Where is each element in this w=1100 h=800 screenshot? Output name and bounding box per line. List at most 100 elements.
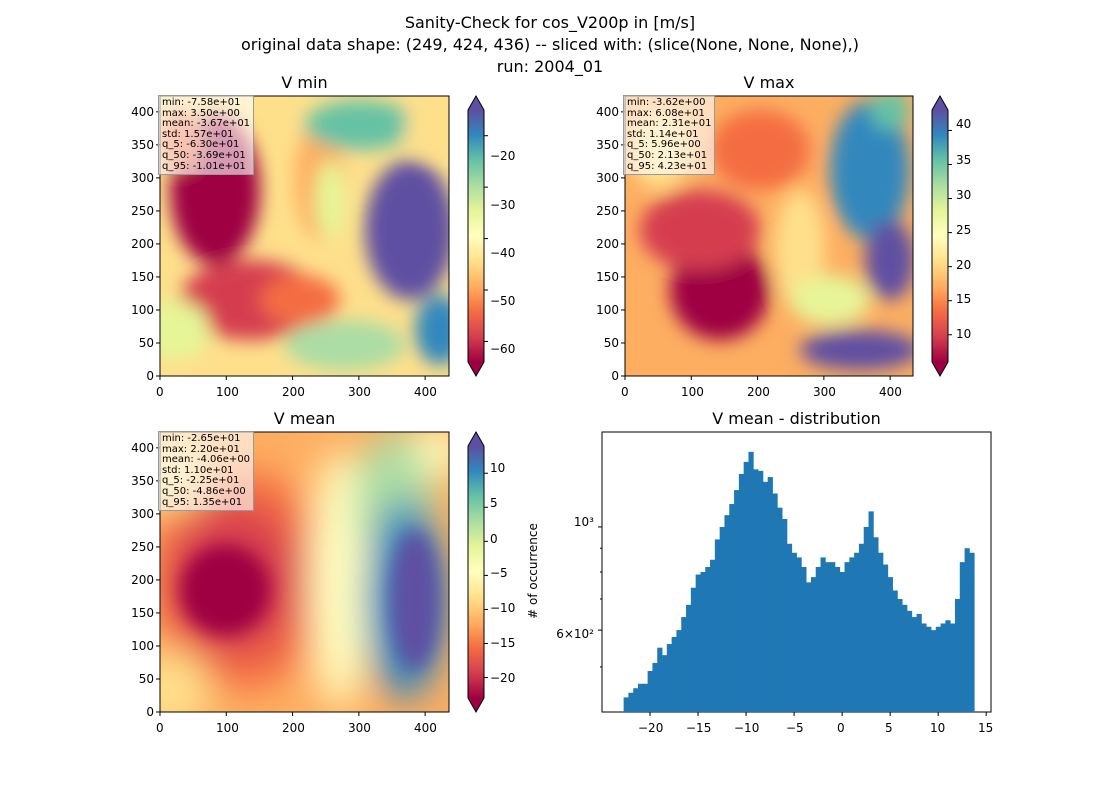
- hist-bar: [662, 655, 668, 712]
- hist-bar: [801, 567, 807, 712]
- colorbar-tick-label: −10: [490, 601, 516, 615]
- x-tick-label: 100: [216, 721, 239, 735]
- hist-bar: [954, 598, 961, 712]
- y-tick-label: 200: [131, 237, 154, 251]
- vmin-colorbar: [467, 94, 485, 378]
- vmean-axes-frame: [159, 431, 450, 713]
- stat-line: max: 2.20e+01: [162, 443, 240, 455]
- hist-bar: [878, 552, 884, 712]
- colorbar-tick-label: −20: [490, 149, 516, 163]
- hist-bar: [815, 567, 821, 712]
- stat-line: q_95: -1.01e+01: [162, 160, 246, 172]
- colorbar-tick-label: −15: [490, 636, 516, 650]
- stat-line: q_50: -3.69e+01: [162, 149, 246, 161]
- stat-line: mean: -4.06e+00: [162, 454, 251, 466]
- hist-bar: [738, 473, 745, 712]
- y-tick-label: 250: [131, 540, 154, 554]
- stat-line: min: -3.62e+00: [627, 97, 706, 108]
- hist-bar: [705, 567, 711, 712]
- colorbar-tick-label: −40: [490, 246, 516, 260]
- y-tick-label: 150: [131, 606, 154, 620]
- stat-line: min: -7.58e+01: [162, 97, 241, 108]
- colorbar-tick-label: 25: [956, 223, 972, 237]
- x-tick-label: −10: [734, 721, 760, 735]
- stat-line: q_95: 1.35e+01: [162, 496, 243, 508]
- y-tick-label: 300: [131, 171, 154, 185]
- hist-bar: [820, 557, 826, 712]
- hist-bar: [734, 490, 740, 712]
- stat-line: std: 1.57e+01: [162, 128, 234, 140]
- y-tick-label: 350: [596, 138, 619, 152]
- y-tick-label: 0: [146, 369, 154, 383]
- x-tick-label: 400: [879, 385, 902, 399]
- x-tick-label: 5: [885, 721, 893, 735]
- hist-bar: [681, 617, 687, 712]
- hist-bar: [647, 671, 653, 712]
- hist-bar: [714, 539, 721, 712]
- hist-bar: [868, 511, 874, 712]
- hist-bar: [700, 572, 706, 712]
- stat-line: q_5: -6.30e+01: [162, 139, 240, 151]
- y-tick-label: 350: [131, 138, 154, 152]
- hist-bar: [671, 636, 677, 712]
- hist-bar: [945, 620, 951, 712]
- vmean-title: V mean: [273, 409, 336, 428]
- hist-bar: [710, 559, 716, 712]
- y-tick-label: 0: [611, 369, 619, 383]
- y-tick-label: 200: [596, 237, 619, 251]
- colorbar-tick-label: 10: [956, 327, 972, 341]
- hist-bar: [950, 623, 956, 712]
- vmax-title: V max: [743, 73, 795, 92]
- hist-bar: [786, 543, 793, 712]
- vmin-title: V min: [281, 73, 328, 92]
- y-tick-label: 250: [131, 204, 154, 218]
- hist-bar: [762, 481, 769, 712]
- hist-bar: [839, 572, 845, 712]
- hist-bar: [767, 477, 773, 712]
- hist-bar: [926, 626, 932, 712]
- y-tick-label: 300: [131, 507, 154, 521]
- y-tick-label: 300: [596, 171, 619, 185]
- hist-bar: [897, 598, 903, 712]
- y-tick-label: 400: [131, 441, 154, 455]
- y-tick-label: 50: [138, 672, 154, 686]
- hist-bar: [892, 590, 898, 712]
- x-tick-label: 100: [681, 385, 704, 399]
- vmin-axes-frame: [159, 95, 450, 377]
- y-tick-label: 200: [131, 573, 154, 587]
- hist-bar: [796, 557, 802, 712]
- hist-bar: [791, 552, 797, 712]
- y-tick-label: 250: [596, 204, 619, 218]
- hist-bar: [916, 613, 922, 712]
- colorbar-tick-label: −20: [490, 671, 516, 685]
- figure-title-line2: original data shape: (249, 424, 436) -- …: [241, 35, 859, 54]
- hist-y-tick-label: 10³: [573, 515, 594, 529]
- vmax-colorbar: [931, 94, 949, 378]
- colorbar-tick-label: 0: [490, 532, 498, 546]
- colorbar-tick-label: 40: [956, 117, 972, 131]
- vmin-stats-box: min: -7.58e+01 max: 3.50e+00 mean: -3.67…: [158, 95, 255, 176]
- hist-title: V mean - distribution: [712, 409, 881, 428]
- colorbar-tick-label: 10: [490, 461, 506, 475]
- x-tick-label: 10: [930, 721, 946, 735]
- x-tick-label: 100: [216, 385, 239, 399]
- hist-bar: [921, 623, 927, 712]
- hist-bar: [834, 567, 841, 712]
- x-tick-label: 0: [156, 721, 164, 735]
- x-tick-label: 300: [348, 721, 371, 735]
- hist-bar: [657, 647, 663, 712]
- hist-bar: [666, 644, 673, 712]
- hist-bar: [724, 515, 730, 712]
- hist-bar: [849, 557, 855, 712]
- x-tick-label: 300: [813, 385, 836, 399]
- x-tick-label: −15: [686, 721, 712, 735]
- vmean-stats-box: min: -2.65e+01 max: 2.20e+01 mean: -4.06…: [158, 431, 255, 512]
- hist-bar: [690, 587, 697, 712]
- hist-bar: [782, 519, 788, 712]
- hist-bar: [863, 526, 869, 712]
- x-tick-label: −20: [638, 721, 664, 735]
- y-tick-label: 0: [146, 705, 154, 719]
- colorbar-tick-label: 35: [956, 153, 972, 167]
- hist-bar: [854, 552, 860, 712]
- stat-line: max: 3.50e+00: [162, 107, 240, 119]
